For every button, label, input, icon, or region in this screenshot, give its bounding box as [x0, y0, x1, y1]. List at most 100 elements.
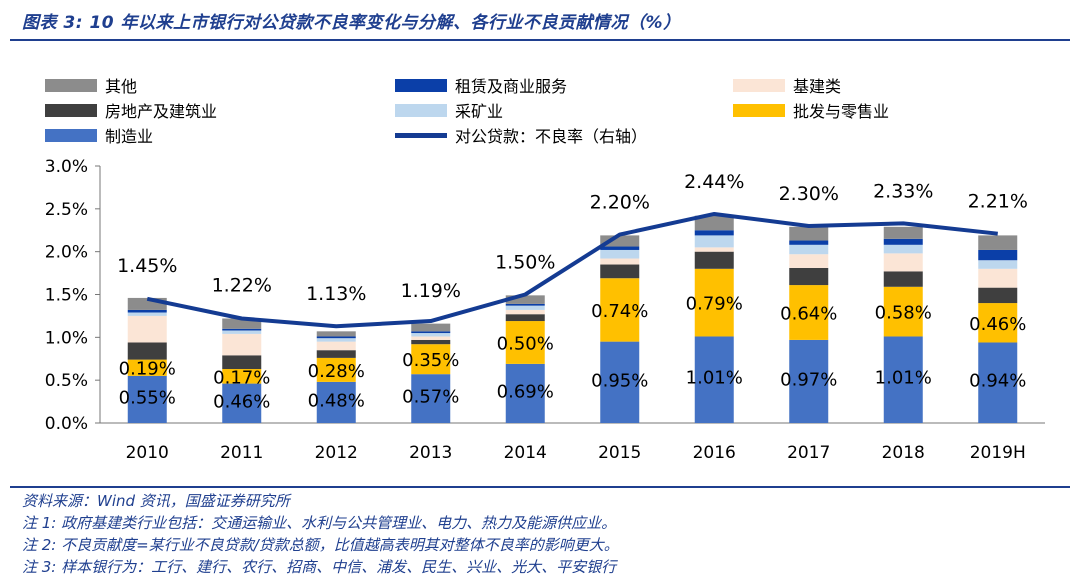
legend-item-line: 对公贷款：不良率（右轴） — [395, 124, 647, 146]
line-data-label: 2.30% — [779, 183, 839, 205]
bar-realestate-2013 — [411, 339, 451, 345]
data-label-manufacturing: 0.94% — [969, 371, 1026, 392]
line-data-label: 2.33% — [873, 180, 933, 202]
x-tick-label: 2016 — [693, 443, 736, 463]
bar-wholesale-2013 — [411, 344, 451, 375]
legend-item-other: 其他 — [45, 74, 137, 96]
legend-swatch-wholesale — [733, 103, 785, 117]
bar-other-2015 — [600, 235, 640, 247]
data-label-manufacturing: 0.69% — [497, 381, 554, 402]
legend-label-other: 其他 — [105, 77, 138, 96]
bar-manufacturing-2010 — [127, 375, 167, 423]
legend-label-infrastructure: 基建类 — [793, 77, 842, 96]
data-label-wholesale: 0.35% — [402, 350, 459, 371]
y-tick-label: 1.5% — [45, 286, 88, 306]
data-label-wholesale: 0.74% — [591, 301, 648, 322]
legend-swatch-manufacturing — [45, 128, 97, 142]
x-tick-label: 2013 — [409, 443, 452, 463]
bar-wholesale-2010 — [127, 359, 167, 376]
legend-label-mining: 采矿业 — [455, 102, 504, 121]
bar-realestate-2015 — [600, 264, 640, 279]
source-note: 资料来源：Wind 资讯，国盛证券研究所 — [22, 492, 290, 510]
data-label-wholesale: 0.46% — [969, 314, 1026, 335]
line-data-label: 2.44% — [684, 171, 744, 193]
bar-other-2011 — [222, 318, 262, 329]
line-data-label: 2.20% — [590, 192, 650, 214]
y-tick-label: 2.5% — [45, 200, 88, 220]
x-tick-label: 2018 — [882, 443, 925, 463]
bar-leasing-2013 — [411, 331, 451, 334]
bar-manufacturing-2013 — [411, 374, 451, 423]
bar-wholesale-2017 — [789, 285, 829, 340]
line-series-npl-rate — [146, 211, 998, 329]
bar-leasing-2014 — [505, 303, 545, 306]
notes-divider — [10, 486, 1070, 488]
data-label-wholesale: 0.79% — [686, 294, 743, 315]
bar-wholesale-2012 — [316, 357, 356, 382]
x-tick-label: 2015 — [598, 443, 641, 463]
bar-leasing-2019H — [978, 249, 1018, 261]
bar-realestate-2011 — [222, 355, 262, 370]
bar-manufacturing-2011 — [222, 383, 262, 423]
x-tick-label: 2012 — [315, 443, 358, 463]
data-label-wholesale: 0.58% — [875, 303, 932, 324]
legend-item-manufacturing: 制造业 — [45, 124, 153, 146]
note-2: 注 2: 不良贡献度=某行业不良贷款/贷款总额，比值越高表明其对整体不良率的影响… — [22, 536, 619, 554]
bar-leasing-2018 — [883, 238, 923, 245]
bar-mining-2010 — [127, 312, 167, 316]
bar-mining-2019H — [978, 260, 1018, 269]
bar-realestate-2010 — [127, 342, 167, 360]
y-tick-label: 0.0% — [45, 414, 88, 434]
bar-manufacturing-2014 — [505, 363, 545, 423]
line-data-label: 1.22% — [212, 274, 272, 296]
bar-infrastructure-2011 — [222, 333, 262, 356]
bar-realestate-2016 — [694, 251, 734, 269]
legend-item-mining: 采矿业 — [395, 99, 503, 121]
bar-leasing-2017 — [789, 240, 829, 245]
legend-swatch-other — [45, 78, 97, 92]
data-label-manufacturing: 1.01% — [875, 368, 932, 389]
bar-wholesale-2018 — [883, 286, 923, 337]
bar-other-2012 — [316, 331, 356, 337]
notes: 资料来源：Wind 资讯，国盛证券研究所 注 1: 政府基建类行业包括：交通运输… — [22, 490, 619, 578]
legend-item-wholesale: 批发与零售业 — [733, 99, 889, 121]
bar-other-2013 — [411, 323, 451, 332]
line-data-label: 2.21% — [968, 191, 1028, 213]
legend-swatch-mining — [395, 103, 447, 117]
bar-infrastructure-2016 — [694, 247, 734, 252]
bar-infrastructure-2019H — [978, 268, 1018, 288]
bar-realestate-2018 — [883, 271, 923, 287]
legend-swatch-realestate — [45, 103, 97, 117]
note-3: 注 3: 样本银行为：工行、建行、农行、招商、中信、浦发、民生、兴业、光大、平安… — [22, 558, 617, 576]
bar-mining-2013 — [411, 333, 451, 337]
bar-wholesale-2019H — [978, 303, 1018, 343]
legend-label-line: 对公贷款：不良率（右轴） — [455, 127, 648, 146]
data-label-wholesale: 0.17% — [213, 367, 270, 388]
legend-label-leasing: 租赁及商业服务 — [455, 77, 568, 96]
data-label-manufacturing: 0.97% — [780, 369, 837, 390]
bar-wholesale-2014 — [505, 321, 545, 364]
bar-mining-2011 — [222, 330, 262, 334]
bar-leasing-2012 — [316, 336, 356, 339]
y-tick-label: 1.0% — [45, 328, 88, 348]
note-1: 注 1: 政府基建类行业包括：交通运输业、水利与公共管理业、电力、热力及能源供应… — [22, 514, 617, 532]
bar-infrastructure-2013 — [411, 336, 451, 340]
data-label-manufacturing: 0.57% — [402, 387, 459, 408]
bar-leasing-2010 — [127, 309, 167, 313]
bar-realestate-2014 — [505, 314, 545, 322]
data-label-wholesale: 0.64% — [780, 303, 837, 324]
bar-other-2017 — [789, 226, 829, 241]
bar-mining-2015 — [600, 249, 640, 259]
legend-label-realestate: 房地产及建筑业 — [105, 102, 218, 121]
bar-infrastructure-2015 — [600, 258, 640, 265]
legend-item-leasing: 租赁及商业服务 — [395, 74, 567, 96]
legend-swatch-infrastructure — [733, 78, 785, 92]
bar-mining-2014 — [505, 305, 545, 310]
data-label-wholesale: 0.19% — [119, 359, 176, 380]
bar-infrastructure-2012 — [316, 341, 356, 351]
bar-wholesale-2016 — [694, 268, 734, 337]
bar-infrastructure-2017 — [789, 254, 829, 268]
x-tick-label: 2014 — [504, 443, 547, 463]
data-label-wholesale: 0.50% — [497, 333, 554, 354]
bar-mining-2012 — [316, 338, 356, 342]
